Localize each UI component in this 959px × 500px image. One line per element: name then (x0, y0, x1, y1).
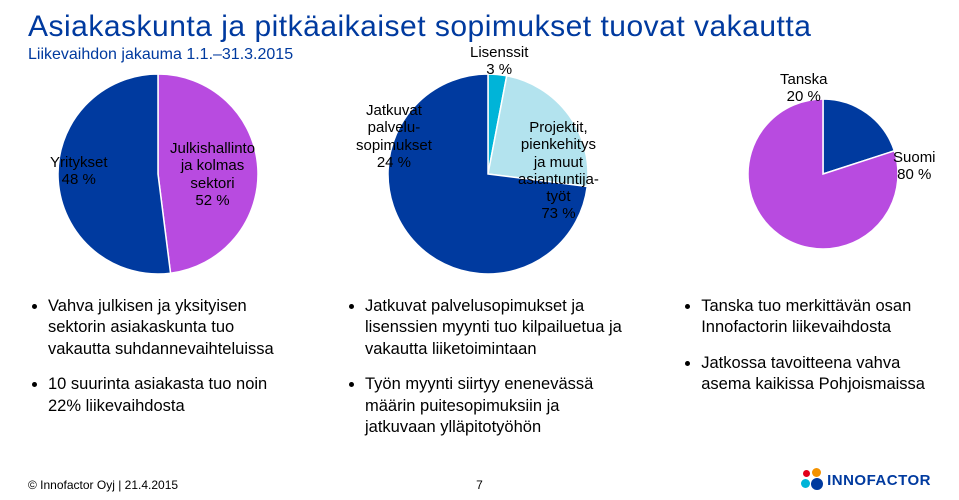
bullet-item: Jatkuvat palvelusopimukset ja lisenssien… (365, 296, 633, 360)
country-pie-svg (748, 99, 898, 249)
country-pie: Tanska 20 %Suomi 80 % (748, 99, 898, 249)
bullets-mid: Jatkuvat palvelusopimukset ja lisenssien… (345, 296, 633, 453)
brand-text: INNOFACTOR (827, 472, 931, 489)
licenses-caption: Lisenssit 3 % (470, 44, 528, 79)
bullets-right: Tanska tuo merkittävän osan Innofactorin… (681, 296, 931, 410)
slide: Asiakaskunta ja pitkäaikaiset sopimukset… (0, 0, 959, 500)
bullet-item: Vahva julkisen ja yksityisen sektorin as… (48, 296, 297, 360)
footer: © Innofactor Oyj | 21.4.2015 7 INNOFACTO… (28, 468, 931, 492)
pie-label: Tanska 20 % (780, 71, 828, 106)
bullets-row: Vahva julkisen ja yksityisen sektorin as… (28, 296, 931, 453)
bullets-left: Vahva julkisen ja yksityisen sektorin as… (28, 296, 297, 431)
bullet-item: Työn myynti siirtyy enenevässä määrin pu… (365, 374, 633, 438)
copyright: © Innofactor Oyj | 21.4.2015 (28, 478, 178, 492)
logo-dots-icon (801, 468, 825, 492)
pie-label: Julkishallinto ja kolmas sektori 52 % (170, 140, 255, 209)
revenue-type-pie: Lisenssit 3 % Jatkuvat palvelu- sopimuks… (388, 74, 588, 274)
sector-pie: Yritykset 48 %Julkishallinto ja kolmas s… (58, 74, 258, 274)
pie-label: Suomi 80 % (893, 149, 936, 184)
pie-label: Projektit, pienkehitys ja muut asiantunt… (518, 119, 599, 223)
pie-label: Jatkuvat palvelu- sopimukset 24 % (356, 102, 432, 171)
brand-logo: INNOFACTOR (801, 468, 931, 492)
bullet-item: Jatkossa tavoitteena vahva asema kaikiss… (701, 353, 931, 396)
pie-label: Yritykset 48 % (50, 154, 108, 189)
page-number: 7 (476, 478, 483, 492)
charts-row: Yritykset 48 % Julkishallinto ja kolmas s… (28, 74, 931, 274)
bullet-item: 10 suurinta asiakasta tuo noin 22% liike… (48, 374, 297, 417)
bullet-item: Tanska tuo merkittävän osan Innofactorin… (701, 296, 931, 339)
page-title: Asiakaskunta ja pitkäaikaiset sopimukset… (28, 10, 931, 44)
